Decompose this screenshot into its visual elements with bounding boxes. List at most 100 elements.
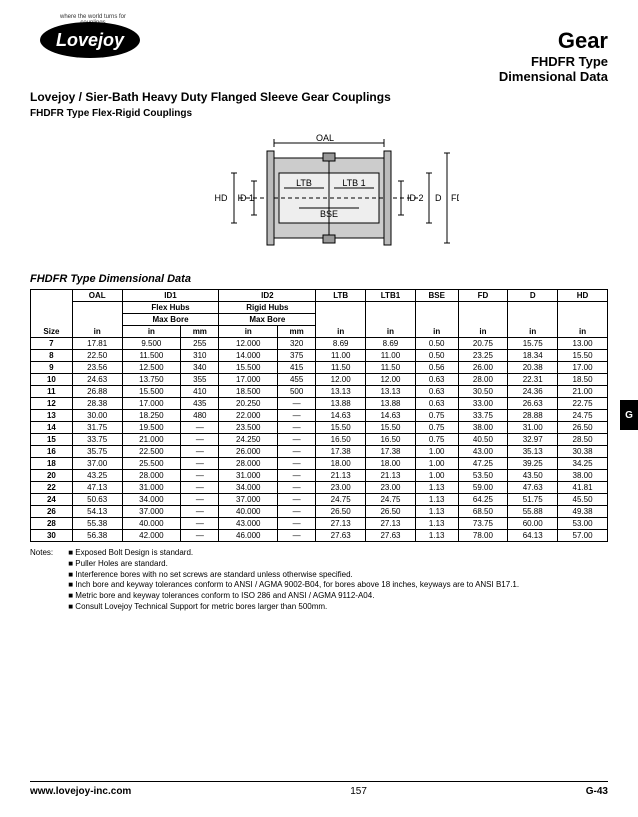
cell-value: 43.50 xyxy=(508,470,558,482)
table-row: 717.819.50025512.0003208.698.690.5020.75… xyxy=(31,338,608,350)
cell-value: 41.81 xyxy=(558,482,608,494)
cell-value: 55.88 xyxy=(508,506,558,518)
svg-text:LTB 1: LTB 1 xyxy=(342,178,365,188)
cell-value: 17.00 xyxy=(558,362,608,374)
cell-value: 340 xyxy=(181,362,219,374)
cell-value: 20.38 xyxy=(508,362,558,374)
cell-value: 13.88 xyxy=(316,398,366,410)
cell-size: 16 xyxy=(31,446,73,458)
cell-value: — xyxy=(181,434,219,446)
cell-value: 26.63 xyxy=(508,398,558,410)
cell-value: 37.000 xyxy=(122,506,181,518)
cell-value: 1.00 xyxy=(415,458,458,470)
table-row: 1228.3817.00043520.250—13.8813.880.6333.… xyxy=(31,398,608,410)
col-oal: OAL xyxy=(72,290,122,302)
cell-value: 8.69 xyxy=(366,338,416,350)
cell-size: 9 xyxy=(31,362,73,374)
cell-value: 320 xyxy=(278,338,316,350)
cell-value: 43.25 xyxy=(72,470,122,482)
cell-value: 22.000 xyxy=(219,410,278,422)
cell-value: 12.500 xyxy=(122,362,181,374)
cell-value: 43.00 xyxy=(458,446,508,458)
cell-value: 14.63 xyxy=(366,410,416,422)
cell-value: 0.75 xyxy=(415,434,458,446)
cell-value: 24.250 xyxy=(219,434,278,446)
cell-value: 27.13 xyxy=(316,518,366,530)
cell-value: 17.81 xyxy=(72,338,122,350)
note-item: Exposed Bolt Design is standard. xyxy=(68,548,519,559)
cell-value: 47.63 xyxy=(508,482,558,494)
page-title: Lovejoy / Sier-Bath Heavy Duty Flanged S… xyxy=(30,90,608,104)
cell-value: 59.00 xyxy=(458,482,508,494)
cell-value: 11.00 xyxy=(316,350,366,362)
cell-value: 23.500 xyxy=(219,422,278,434)
cell-value: 355 xyxy=(181,374,219,386)
cell-value: 21.00 xyxy=(558,386,608,398)
cell-value: 31.000 xyxy=(219,470,278,482)
cell-value: — xyxy=(278,434,316,446)
cell-value: 19.500 xyxy=(122,422,181,434)
cell-value: 455 xyxy=(278,374,316,386)
table-row: 1837.0025.500—28.000—18.0018.001.0047.25… xyxy=(31,458,608,470)
cell-value: — xyxy=(181,446,219,458)
cell-value: 31.00 xyxy=(508,422,558,434)
cell-value: 34.000 xyxy=(122,494,181,506)
cell-size: 18 xyxy=(31,458,73,470)
page-footer: www.lovejoy-inc.com 157 G-43 xyxy=(30,781,608,797)
table-row: 1431.7519.500—23.500—15.5015.500.7538.00… xyxy=(31,422,608,434)
cell-value: 22.50 xyxy=(72,350,122,362)
cell-value: 9.500 xyxy=(122,338,181,350)
cell-value: 15.500 xyxy=(219,362,278,374)
cell-value: 8.69 xyxy=(316,338,366,350)
cell-value: 30.38 xyxy=(558,446,608,458)
cell-value: 15.50 xyxy=(366,422,416,434)
cell-value: 56.38 xyxy=(72,530,122,542)
cell-value: 22.31 xyxy=(508,374,558,386)
cell-value: 16.50 xyxy=(366,434,416,446)
cell-value: 480 xyxy=(181,410,219,422)
cell-value: — xyxy=(181,530,219,542)
table-row: 1635.7522.500—26.000—17.3817.381.0043.00… xyxy=(31,446,608,458)
cell-value: 37.00 xyxy=(72,458,122,470)
svg-text:HD: HD xyxy=(215,193,228,203)
cell-value: 15.50 xyxy=(558,350,608,362)
cell-value: 12.00 xyxy=(316,374,366,386)
col-size: Size xyxy=(31,290,73,338)
cell-value: 28.38 xyxy=(72,398,122,410)
cell-value: 23.25 xyxy=(458,350,508,362)
cell-value: 13.00 xyxy=(558,338,608,350)
cell-value: 28.88 xyxy=(508,410,558,422)
col-ltb1: LTB1 xyxy=(366,290,416,302)
cell-value: 30.00 xyxy=(72,410,122,422)
cell-value: 28.50 xyxy=(558,434,608,446)
cell-value: — xyxy=(181,494,219,506)
table-row: 822.5011.50031014.00037511.0011.000.5023… xyxy=(31,350,608,362)
dimensional-table: Size OAL ID1 ID2 LTB LTB1 BSE FD D HD in… xyxy=(30,289,608,542)
cell-value: 30.50 xyxy=(458,386,508,398)
cell-value: 13.13 xyxy=(366,386,416,398)
cell-value: 1.13 xyxy=(415,518,458,530)
cell-value: 15.75 xyxy=(508,338,558,350)
cell-size: 26 xyxy=(31,506,73,518)
cell-value: 12.000 xyxy=(219,338,278,350)
cell-value: 11.00 xyxy=(366,350,416,362)
cell-value: 17.000 xyxy=(122,398,181,410)
cell-value: 500 xyxy=(278,386,316,398)
cell-value: 415 xyxy=(278,362,316,374)
cell-value: 24.75 xyxy=(558,410,608,422)
cell-value: 0.50 xyxy=(415,338,458,350)
col-id1: ID1 xyxy=(122,290,219,302)
cell-value: 17.38 xyxy=(366,446,416,458)
cell-value: 57.00 xyxy=(558,530,608,542)
cell-value: 25.500 xyxy=(122,458,181,470)
cell-value: 17.000 xyxy=(219,374,278,386)
cell-value: 0.75 xyxy=(415,422,458,434)
cell-value: 21.13 xyxy=(366,470,416,482)
header-title: Gear xyxy=(499,28,608,54)
cell-value: 38.00 xyxy=(458,422,508,434)
cell-value: 47.13 xyxy=(72,482,122,494)
cell-value: 28.00 xyxy=(458,374,508,386)
table-row: 2450.6334.000—37.000—24.7524.751.1364.25… xyxy=(31,494,608,506)
coupling-diagram: OAL LTB LTB 1 BSE HD ID 1 xyxy=(179,133,459,263)
cell-value: — xyxy=(181,482,219,494)
